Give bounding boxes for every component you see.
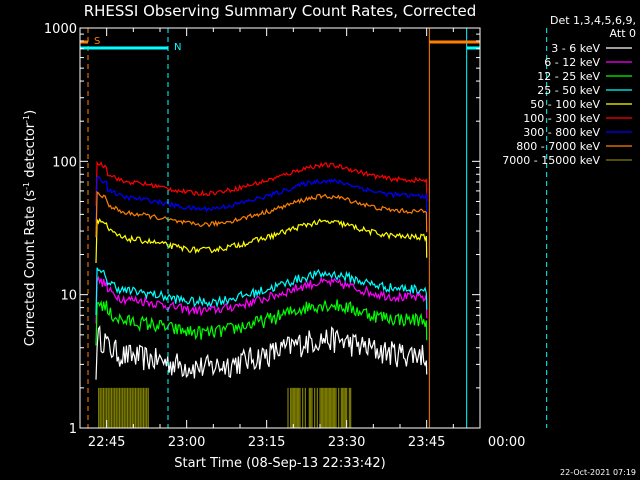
legend-label: 100 - 300 keV bbox=[523, 112, 600, 125]
series-line-6-12-kev bbox=[95, 275, 428, 324]
series-line-800-7000-kev bbox=[95, 190, 428, 238]
x-tick-label: 00:00 bbox=[488, 435, 525, 450]
annotation-n: N bbox=[174, 42, 181, 53]
axes-frame bbox=[79, 27, 481, 429]
y-tick-label: 100 bbox=[52, 155, 77, 170]
plot-area: S N 1 10 100 1000 22:45 23:00 23:15 23:30 23:45 00:… bbox=[44, 22, 548, 450]
legend-label: 300 - 800 keV bbox=[523, 126, 600, 139]
y-axis-label: Corrected Count Rate (s-1 detector-1) bbox=[22, 110, 38, 346]
x-tick-label: 23:00 bbox=[168, 435, 205, 450]
legend-label: 800 - 7000 keV bbox=[516, 140, 600, 153]
series-line-25-50-kev bbox=[95, 267, 428, 316]
legend-label: 12 - 25 keV bbox=[537, 70, 600, 83]
legend-label: 6 - 12 keV bbox=[544, 56, 600, 69]
series-line-3-6-kev bbox=[95, 325, 428, 380]
series-line-100-300-kev bbox=[95, 160, 428, 207]
chart-title: RHESSI Observing Summary Count Rates, Co… bbox=[84, 2, 477, 20]
x-tick-label: 23:45 bbox=[408, 435, 445, 450]
legend-label: 50 - 100 keV bbox=[530, 98, 600, 111]
series-line-300-800-kev bbox=[95, 175, 428, 222]
legend-label: 7000 - 15000 keV bbox=[502, 154, 600, 167]
series-line-12-25-kev bbox=[95, 299, 428, 346]
x-tick-label: 23:15 bbox=[248, 435, 285, 450]
y-tick-label: 10 bbox=[60, 289, 77, 304]
legend-header: Det 1,3,4,5,6,9, bbox=[550, 14, 636, 27]
y-tick-label: 1000 bbox=[44, 22, 77, 37]
annotation-s: S bbox=[94, 36, 100, 47]
legend-label: 25 - 50 keV bbox=[537, 84, 600, 97]
legend-header: Att 0 bbox=[610, 27, 636, 40]
footer-date: 22-Oct-2021 07:19 bbox=[560, 468, 636, 477]
x-tick-label: 23:30 bbox=[328, 435, 365, 450]
y-tick-label: 1 bbox=[69, 422, 77, 437]
legend-label: 3 - 6 keV bbox=[551, 42, 600, 55]
x-tick-label: 22:45 bbox=[88, 435, 125, 450]
x-axis-label: Start Time (08-Sep-13 22:33:42) bbox=[174, 456, 385, 471]
series-line-50-100-kev bbox=[95, 217, 428, 264]
